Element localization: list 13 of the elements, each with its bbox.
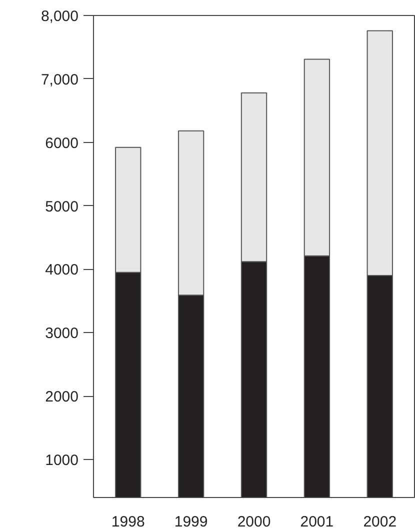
y-tick-label: 4000 — [45, 262, 79, 279]
y-tick-label: 5000 — [45, 198, 79, 216]
y-tick-label: 2000 — [45, 388, 79, 406]
x-tick-label: 2001 — [300, 514, 334, 530]
y-tick-label: 3000 — [45, 325, 79, 342]
y-tick-label: 7,000 — [40, 71, 79, 88]
x-tick-label: 1998 — [111, 514, 145, 530]
x-tick-label: 1999 — [174, 514, 208, 530]
y-tick-label: 1000 — [45, 452, 79, 469]
y-tick-label: 6000 — [45, 134, 79, 152]
y-tick-label: 8,000 — [40, 8, 79, 25]
x-tick-label: 2000 — [237, 514, 271, 530]
x-tick-label: 2002 — [363, 514, 397, 530]
